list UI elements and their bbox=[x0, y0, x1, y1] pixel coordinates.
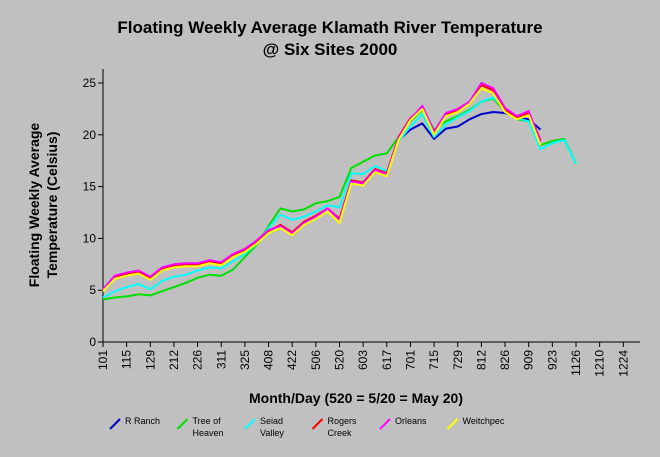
legend-swatch bbox=[446, 418, 459, 430]
legend-item: Orleans bbox=[379, 416, 427, 430]
legend-label: Heaven bbox=[193, 428, 224, 438]
series-line-weitchpec bbox=[102, 87, 542, 292]
y-axis-label-line2: Temperature (Celsius) bbox=[44, 132, 60, 279]
x-tick-label: 1224 bbox=[616, 350, 630, 377]
x-tick-label: 311 bbox=[214, 350, 228, 369]
x-tick-label: 129 bbox=[143, 350, 157, 370]
y-tick-label: 20 bbox=[83, 128, 97, 142]
x-tick-label: 520 bbox=[333, 350, 347, 370]
legend-label: Seiad bbox=[260, 416, 283, 426]
chart-title-line1: Floating Weekly Average Klamath River Te… bbox=[117, 18, 542, 37]
legend-label: R Ranch bbox=[125, 416, 160, 426]
legend-item: Weitchpec bbox=[446, 416, 505, 430]
x-tick-label: 617 bbox=[380, 350, 394, 370]
legend-label: Tree of bbox=[193, 416, 222, 426]
x-tick-label: 603 bbox=[356, 350, 370, 370]
x-tick-label: 729 bbox=[451, 350, 465, 370]
x-tick-label: 909 bbox=[522, 350, 536, 370]
x-axis-label: Month/Day (520 = 5/20 = May 20) bbox=[249, 390, 463, 406]
x-tick-label: 812 bbox=[474, 350, 488, 370]
x-tick-label: 226 bbox=[191, 350, 205, 370]
legend-item: Tree of Heaven bbox=[176, 416, 224, 438]
legend-swatch bbox=[176, 418, 189, 430]
series-line-tree-of-heaven bbox=[102, 97, 577, 301]
legend-label: Rogers bbox=[328, 416, 358, 426]
legend-label: Valley bbox=[260, 428, 284, 438]
plot-area bbox=[103, 69, 640, 342]
y-axis-label-line1: Floating Weekly Average bbox=[26, 123, 42, 288]
x-tick-label: 422 bbox=[285, 350, 299, 370]
x-tick-label: 701 bbox=[403, 350, 417, 370]
y-tick-label: 5 bbox=[89, 283, 96, 297]
legend-label: Creek bbox=[328, 428, 353, 438]
y-tick-label: 10 bbox=[83, 231, 97, 245]
y-tick-label: 25 bbox=[83, 76, 97, 90]
x-tick-label: 325 bbox=[238, 350, 252, 370]
x-tick-label: 212 bbox=[167, 350, 181, 370]
legend-swatch bbox=[109, 418, 121, 430]
y-axis-ticks: 0 5 10 15 20 25 bbox=[83, 76, 103, 349]
legend-swatch bbox=[311, 418, 324, 430]
legend-swatch bbox=[244, 418, 256, 430]
x-tick-label: 1126 bbox=[569, 350, 583, 376]
x-tick-label: 826 bbox=[498, 350, 512, 370]
series-lines bbox=[102, 82, 577, 301]
series-line-orleans bbox=[102, 82, 542, 290]
y-tick-label: 0 bbox=[89, 335, 96, 349]
legend-item: R Ranch bbox=[109, 416, 160, 430]
x-tick-label: 923 bbox=[545, 350, 559, 370]
legend-swatch bbox=[379, 418, 391, 430]
x-tick-label: 1210 bbox=[593, 350, 607, 377]
y-tick-label: 15 bbox=[83, 180, 97, 194]
legend-label: Weitchpec bbox=[463, 416, 505, 426]
legend-item: Seiad Valley bbox=[244, 416, 284, 438]
x-tick-label: 506 bbox=[309, 350, 323, 370]
x-tick-label: 101 bbox=[96, 350, 110, 370]
legend: R Ranch Tree of Heaven Seiad Valley Rogers Cre… bbox=[109, 416, 505, 438]
x-tick-label: 715 bbox=[427, 350, 441, 370]
legend-item: Rogers Creek bbox=[311, 416, 358, 438]
x-axis-ticks: 101 115 129 212 226 311 325 408 422 506 520 603 617 7… bbox=[96, 342, 630, 377]
x-tick-label: 115 bbox=[120, 350, 134, 369]
chart-title-line2: @ Six Sites 2000 bbox=[263, 40, 398, 59]
legend-label: Orleans bbox=[395, 416, 427, 426]
x-tick-label: 408 bbox=[262, 350, 276, 370]
